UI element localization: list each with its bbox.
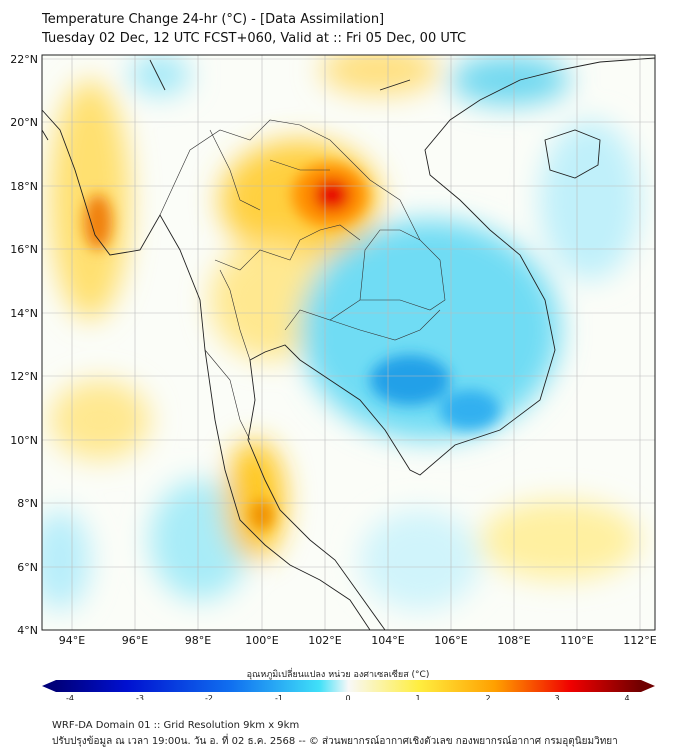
borders [159, 119, 446, 441]
chart-title: Temperature Change 24-hr (°C) - [Data As… [42, 12, 385, 27]
footer-domain-info: WRF-DA Domain 01 :: Grid Resolution 9km … [52, 720, 300, 731]
lon-label: 108°E [497, 634, 530, 647]
lat-label: 14°N [10, 307, 38, 320]
lat-label: 6°N [17, 561, 38, 574]
colorbar-tick: 2 [485, 694, 490, 700]
lon-label: 102°E [308, 634, 341, 647]
lon-label: 104°E [371, 634, 404, 647]
lat-label: 20°N [10, 116, 38, 129]
colorbar-tick: -1 [275, 694, 283, 700]
lat-label: 4°N [17, 624, 38, 637]
footer-update-info: ปรับปรุงข้อมูล ณ เวลา 19:00น. วัน อ. ที่… [52, 736, 618, 747]
lon-label: 100°E [245, 634, 278, 647]
lat-label: 10°N [10, 434, 38, 447]
map-frame [41, 54, 656, 631]
lon-label: 94°E [59, 634, 85, 647]
lon-axis: 94°E 96°E 98°E 100°E 102°E 104°E 106°E 108°E 110… [59, 634, 657, 647]
lon-label: 110°E [560, 634, 593, 647]
colorbar-tick: -4 [66, 694, 74, 700]
chart-subtitle: Tuesday 02 Dec, 12 UTC FCST+060, Valid a… [42, 31, 467, 46]
lat-label: 22°N [10, 53, 38, 66]
lon-label: 98°E [185, 634, 211, 647]
colorbar-tick: 3 [554, 694, 559, 700]
colorbar-tick: 1 [415, 694, 420, 700]
lon-label: 96°E [122, 634, 148, 647]
lat-label: 16°N [10, 243, 38, 256]
temperature-map: 94°E 96°E 98°E 100°E 102°E 104°E 106°E 108°E 110… [10, 53, 657, 700]
temperature-field [42, 55, 655, 630]
colorbar-tick: -3 [136, 694, 144, 700]
colorbar-tick: 4 [624, 694, 629, 700]
colorbar-tick: 0 [345, 694, 350, 700]
colorbar-label: อุณหภูมิเปลี่ยนแปลง หน่วย องศาเซลเซียส (… [246, 670, 430, 680]
colorbar: -4 -3 -2 -1 0 1 2 3 4 [42, 680, 655, 700]
lat-label: 12°N [10, 370, 38, 383]
lat-label: 18°N [10, 180, 38, 193]
lon-label: 106°E [434, 634, 467, 647]
lat-axis: 22°N 20°N 18°N 16°N 14°N 12°N 10°N 8°N 6°N 4°N [10, 53, 38, 637]
gridlines [42, 55, 655, 630]
coastlines [42, 57, 655, 630]
colorbar-tick: -2 [205, 694, 213, 700]
lat-label: 8°N [17, 497, 38, 510]
lon-label: 112°E [623, 634, 656, 647]
